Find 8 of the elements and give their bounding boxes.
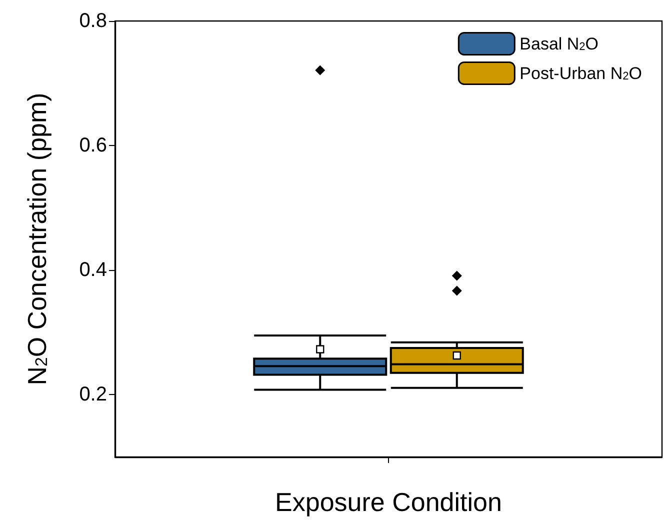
legend-label: Basal N2O [520, 34, 599, 54]
x-axis-title: Exposure Condition [275, 487, 502, 517]
y-tick-label: 0.4 [79, 259, 107, 282]
y-tick-label: 0.2 [79, 384, 107, 406]
y-tick-label: 0.6 [79, 134, 107, 157]
legend-label: Post-Urban N2O [520, 64, 642, 83]
y-tick-label: 0.8 [79, 10, 107, 32]
y-axis-title: N2O Concentration (ppm) [22, 92, 52, 386]
